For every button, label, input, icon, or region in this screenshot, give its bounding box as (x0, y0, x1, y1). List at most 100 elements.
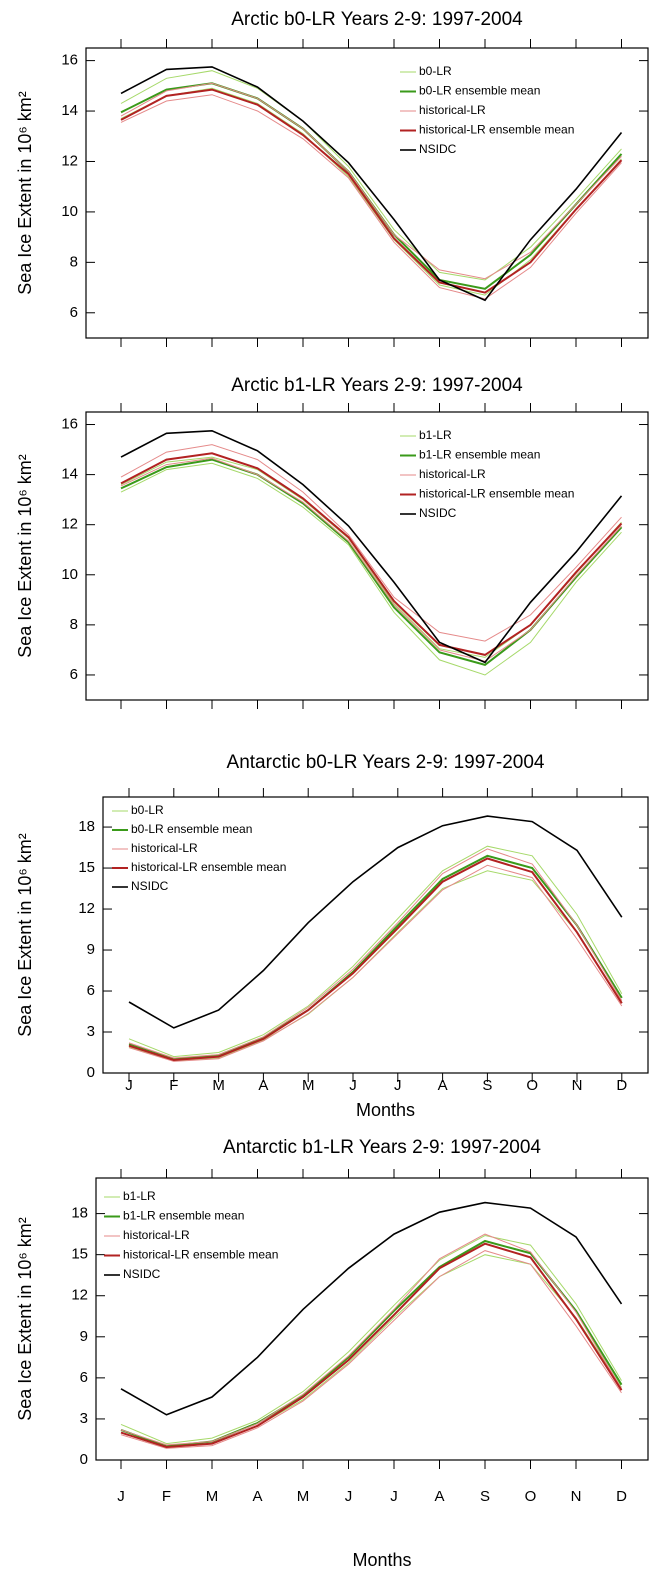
y-axis-label: Sea Ice Extent in 10⁶ km² (15, 1217, 35, 1421)
data-line (128, 815, 623, 1029)
data-line (128, 864, 623, 1062)
y-tick-label: 8 (70, 253, 78, 270)
x-tick-label: M (212, 1077, 225, 1094)
data-line (120, 1242, 623, 1449)
x-axis-label: Months (356, 1100, 415, 1120)
y-axis-label: Sea Ice Extent in 10⁶ km² (15, 833, 35, 1037)
x-tick-label: A (434, 1488, 444, 1505)
data-line (120, 457, 622, 662)
legend-label: b1-LR ensemble mean (123, 1209, 244, 1223)
x-tick-label: S (482, 1077, 492, 1094)
x-tick-label: N (571, 1488, 582, 1505)
plot-frame (102, 796, 649, 1074)
x-tick-label: O (525, 1488, 537, 1505)
data-line (120, 1239, 623, 1448)
y-tick-label: 10 (61, 203, 78, 220)
x-tick-label: S (480, 1488, 490, 1505)
y-tick-label: 9 (80, 1328, 88, 1345)
data-line (128, 857, 623, 1062)
y-tick-label: 0 (80, 1451, 88, 1468)
plot-frame (85, 411, 649, 701)
legend-label: historical-LR (123, 1228, 190, 1242)
y-tick-label: 12 (61, 516, 78, 533)
x-tick-label: J (117, 1488, 125, 1505)
y-tick-label: 15 (78, 859, 95, 876)
x-tick-label: J (125, 1077, 133, 1094)
y-tick-label: 6 (87, 982, 95, 999)
data-line (120, 70, 622, 281)
x-tick-label: A (258, 1077, 268, 1094)
plot-frame (85, 47, 649, 339)
legend-label: b0-LR (419, 64, 452, 78)
x-tick-label: O (526, 1077, 538, 1094)
chart-title: Antarctic b0-LR Years 2-9: 1997-2004 (227, 752, 545, 773)
x-tick-label: J (390, 1488, 398, 1505)
legend-label: historical-LR (131, 841, 198, 855)
y-axis-label: Sea Ice Extent in 10⁶ km² (15, 91, 35, 295)
data-line (120, 1201, 623, 1416)
x-tick-label: M (206, 1488, 219, 1505)
x-tick-label: A (252, 1488, 262, 1505)
y-tick-label: 3 (80, 1410, 88, 1427)
y-tick-label: 0 (87, 1064, 95, 1081)
data-line (120, 87, 622, 296)
data-line (128, 845, 623, 1058)
legend-label: NSIDC (123, 1267, 161, 1281)
chart-title: Arctic b0-LR Years 2-9: 1997-2004 (231, 9, 523, 30)
data-line (120, 462, 622, 676)
x-tick-label: N (572, 1077, 583, 1094)
x-axis-label: Months (352, 1550, 411, 1570)
legend-label: b0-LR ensemble mean (419, 84, 540, 98)
y-tick-label: 12 (71, 1287, 88, 1304)
plot-frame (95, 1177, 649, 1461)
legend-label: historical-LR ensemble mean (123, 1248, 278, 1262)
x-tick-label: D (616, 1077, 627, 1094)
y-tick-label: 8 (70, 616, 78, 633)
x-tick-label: M (297, 1488, 310, 1505)
legend-label: b1-LR ensemble mean (419, 448, 540, 462)
x-tick-label: J (345, 1488, 353, 1505)
data-line (120, 82, 622, 280)
x-tick-label: D (616, 1488, 627, 1505)
legend-label: historical-LR (419, 467, 486, 481)
data-line (120, 1250, 622, 1449)
x-tick-label: J (349, 1077, 357, 1094)
y-tick-label: 10 (61, 566, 78, 583)
legend-label: historical-LR (419, 103, 486, 117)
y-tick-label: 6 (80, 1369, 88, 1386)
y-tick-label: 18 (78, 818, 95, 835)
y-tick-label: 12 (78, 900, 95, 917)
legend-label: b1-LR (123, 1189, 156, 1203)
legend-label: b0-LR (131, 803, 164, 817)
y-tick-label: 16 (61, 415, 78, 432)
y-tick-label: 3 (87, 1023, 95, 1040)
legend-label: historical-LR ensemble mean (419, 123, 574, 137)
chart-title: Antarctic b1-LR Years 2-9: 1997-2004 (223, 1137, 541, 1158)
legend-label: historical-LR ensemble mean (131, 860, 286, 874)
data-line (120, 88, 623, 294)
data-line (120, 429, 623, 664)
data-line (120, 1233, 622, 1446)
legend-label: b1-LR (419, 428, 452, 442)
y-tick-label: 16 (61, 52, 78, 69)
y-tick-label: 6 (70, 666, 78, 683)
data-line (120, 444, 622, 642)
data-line (120, 82, 623, 290)
data-line (120, 452, 623, 656)
data-line (128, 854, 623, 1061)
legend-label: NSIDC (419, 142, 457, 156)
x-tick-label: A (438, 1077, 448, 1094)
y-tick-label: 12 (61, 152, 78, 169)
data-line (120, 1254, 622, 1449)
y-tick-label: 15 (71, 1246, 88, 1263)
x-tick-label: F (162, 1488, 171, 1505)
y-tick-label: 14 (61, 466, 78, 483)
x-tick-label: F (169, 1077, 178, 1094)
legend-label: b0-LR ensemble mean (131, 822, 252, 836)
y-tick-label: 9 (87, 941, 95, 958)
y-tick-label: 18 (71, 1205, 88, 1222)
legend-label: NSIDC (131, 879, 169, 893)
x-tick-label: M (302, 1077, 315, 1094)
data-line (120, 66, 623, 302)
